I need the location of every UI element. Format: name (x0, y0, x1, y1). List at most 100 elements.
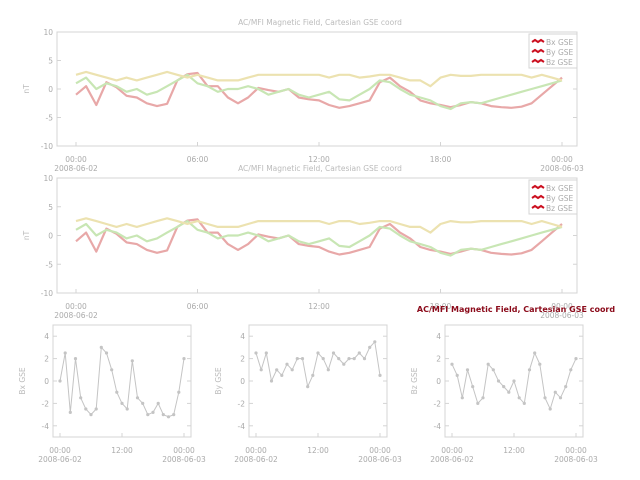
y-axis-label: nT (22, 230, 31, 240)
data-point (543, 396, 547, 400)
data-point (502, 385, 506, 389)
x-date-label: 2008-06-03 (540, 311, 584, 320)
data-point (471, 385, 475, 389)
y-tick-label: 0 (436, 377, 441, 386)
y-axis-label: Bz GSE (410, 367, 419, 394)
x-tick-label: 12:00 (308, 155, 330, 164)
chart-panel-1: AC/MFI Magnetic Field, Cartesian GSE coo… (22, 18, 584, 173)
x-tick-label: 06:00 (187, 155, 209, 164)
x-date-label: 2008-06-03 (358, 455, 402, 464)
data-point (491, 368, 495, 372)
data-point (89, 413, 93, 417)
series-line-by (75, 220, 563, 257)
x-tick-label: 00:00 (49, 446, 71, 455)
data-point (63, 351, 67, 355)
data-point (177, 390, 181, 394)
data-point (450, 362, 454, 366)
data-point (522, 401, 526, 405)
x-tick-label: 00:00 (565, 446, 587, 455)
data-point (548, 407, 552, 411)
x-date-label: 2008-06-02 (54, 164, 98, 173)
y-axis-label: Bx GSE (18, 367, 27, 395)
series-line (59, 346, 185, 418)
data-point (84, 407, 88, 411)
data-point (264, 351, 268, 355)
data-point (337, 357, 341, 361)
chart-panel-5: AC/MFI Magnetic Field, Cartesian GSE coo… (410, 305, 615, 464)
series-line-bz (75, 217, 563, 234)
y-axis-label: nT (22, 84, 31, 94)
data-point (507, 390, 511, 394)
data-point (512, 379, 516, 383)
y-tick-label: 4 (44, 332, 49, 341)
legend-swatch (531, 58, 545, 64)
x-tick-label: 00:00 (551, 155, 573, 164)
x-tick-label: 18:00 (430, 155, 452, 164)
legend-swatch (531, 194, 545, 200)
data-point (347, 357, 351, 361)
data-point (269, 379, 274, 383)
data-point (517, 396, 521, 400)
data-point (290, 368, 294, 372)
data-point (342, 362, 346, 366)
x-tick-label: 12:00 (111, 446, 133, 455)
legend-entry: By GSE (546, 48, 574, 57)
x-tick-label: 18:00 (430, 302, 452, 311)
series-line (255, 340, 381, 389)
y-tick-label: -5 (46, 260, 54, 269)
data-point (120, 401, 124, 405)
data-point (94, 407, 98, 411)
y-tick-label: -4 (42, 422, 50, 431)
data-point (285, 362, 289, 366)
data-point (156, 401, 160, 405)
data-point (125, 407, 129, 411)
x-date-label: 2008-06-03 (162, 455, 206, 464)
data-point (362, 357, 367, 361)
data-point (99, 345, 103, 349)
data-point (316, 351, 320, 355)
y-tick-label: 2 (240, 355, 245, 364)
legend-swatch (531, 48, 545, 54)
chart-title: AC/MFI Magnetic Field, Cartesian GSE coo… (238, 18, 402, 27)
y-tick-label: -10 (41, 142, 53, 151)
data-point (130, 359, 134, 363)
data-point (533, 351, 537, 355)
data-point (295, 357, 299, 361)
y-tick-label: 0 (48, 232, 53, 241)
x-tick-label: 00:00 (369, 446, 391, 455)
legend-entry: Bz GSE (546, 204, 573, 213)
data-point (326, 368, 330, 372)
y-tick-label: -2 (42, 399, 50, 408)
data-point (254, 351, 258, 355)
data-point (564, 385, 568, 389)
x-tick-label: 00:00 (65, 155, 87, 164)
data-point (104, 351, 109, 355)
y-tick-label: 5 (48, 57, 53, 66)
series-line-bx (75, 218, 563, 256)
data-point (306, 385, 310, 389)
x-tick-label: 00:00 (173, 446, 195, 455)
series-line-bx (75, 71, 563, 109)
x-tick-label: 00:00 (551, 302, 573, 311)
legend-swatch (531, 184, 545, 190)
y-tick-label: 2 (436, 355, 441, 364)
data-point (146, 413, 150, 417)
data-point (486, 362, 490, 366)
data-point (135, 396, 140, 400)
data-point (141, 401, 145, 405)
data-point (378, 373, 382, 377)
data-point (455, 373, 459, 377)
data-point (300, 357, 305, 361)
x-tick-label: 00:00 (65, 302, 87, 311)
data-point (280, 373, 284, 377)
data-point (110, 368, 114, 372)
data-point (161, 413, 165, 417)
data-point (331, 351, 336, 355)
data-point (481, 396, 485, 400)
y-tick-label: 0 (48, 85, 53, 94)
y-tick-label: -2 (238, 399, 246, 408)
y-tick-label: -4 (238, 422, 246, 431)
data-point (460, 396, 464, 400)
